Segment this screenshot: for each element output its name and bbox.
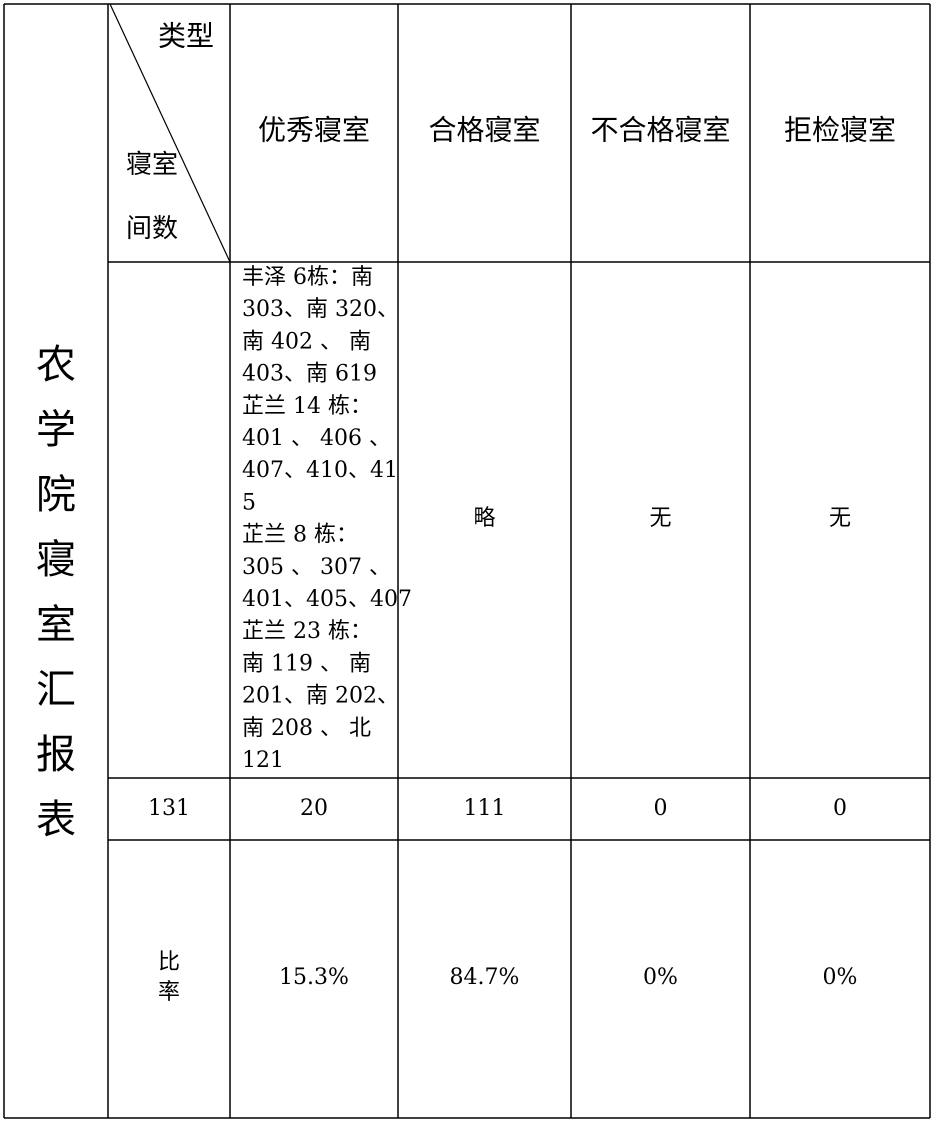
title-char: 报: [36, 732, 76, 778]
count-cell: 20: [300, 796, 328, 821]
count-cell: 0: [654, 796, 668, 821]
refused-detail: 无: [829, 506, 851, 531]
excellent-rooms-line: 401、405、407: [242, 587, 412, 612]
excellent-rooms-line: 407、410、41: [242, 458, 398, 483]
excellent-rooms-line: 121: [242, 748, 284, 773]
ratio-cell: 0%: [823, 965, 858, 990]
excellent-rooms-line: 南 208 、 北: [242, 716, 371, 741]
excellent-rooms-line: 401 、 406 、: [242, 426, 391, 451]
title-char: 农: [36, 342, 76, 388]
ratio-label: 率: [158, 980, 180, 1005]
column-header: 合格寝室: [428, 114, 540, 147]
column-header: 拒检寝室: [784, 114, 896, 147]
excellent-rooms-line: 南 119 、 南: [242, 651, 371, 676]
ratio-cell: 0%: [643, 965, 678, 990]
excellent-rooms-line: 南 402 、 南: [242, 329, 371, 354]
excellent-rooms-line: 丰泽 6栋：南: [242, 265, 373, 290]
column-header: 不合格寝室: [590, 114, 730, 147]
corner-type: 类型: [158, 20, 214, 53]
title-char: 室: [36, 602, 76, 648]
excellent-rooms-line: 305 、 307 、: [242, 555, 391, 580]
excellent-rooms-line: 芷兰 23 栋：: [242, 619, 372, 644]
excellent-rooms-line: 201、南 202、: [242, 684, 399, 709]
title-char: 汇: [36, 667, 76, 713]
title-char: 院: [36, 472, 76, 518]
excellent-rooms-line: 芷兰 14 栋：: [242, 394, 372, 419]
table-borders: [3, 3, 931, 1119]
corner-room: 寝室: [126, 150, 178, 180]
ratio-cell: 84.7%: [450, 965, 520, 990]
count-cell: 131: [148, 796, 190, 821]
ratio-label: 比: [158, 950, 180, 975]
count-cell: 111: [464, 796, 506, 821]
excellent-rooms-line: 403、南 619: [242, 362, 377, 387]
title-char: 表: [36, 797, 76, 843]
unqualified-detail: 无: [649, 506, 671, 531]
qualified-detail: 略: [473, 506, 495, 531]
ratio-cell: 15.3%: [279, 965, 349, 990]
excellent-rooms-line: 5: [242, 490, 256, 515]
column-header: 优秀寝室: [258, 114, 370, 147]
title-char: 学: [36, 407, 76, 453]
excellent-rooms-line: 芷兰 8 栋：: [242, 523, 358, 548]
count-cell: 0: [833, 796, 847, 821]
corner-count: 间数: [126, 214, 178, 244]
title-char: 寝: [36, 537, 76, 583]
excellent-rooms-line: 303、南 320、: [242, 297, 399, 322]
